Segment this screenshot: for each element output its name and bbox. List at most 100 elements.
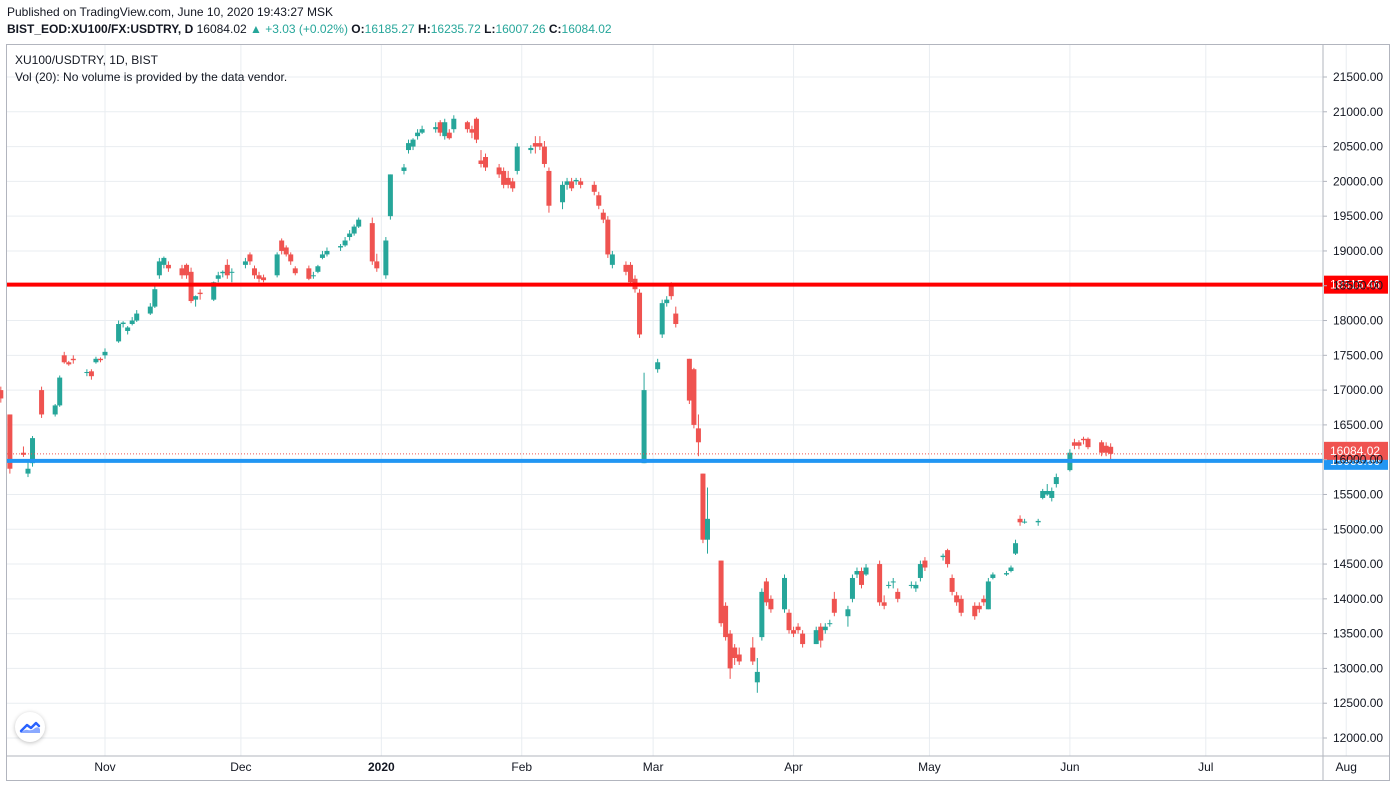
candle-body bbox=[251, 268, 257, 276]
candle bbox=[609, 250, 615, 269]
candle bbox=[496, 163, 502, 178]
candle-body bbox=[1003, 573, 1009, 575]
candle-body bbox=[383, 240, 389, 276]
candle-body bbox=[292, 268, 298, 274]
tradingview-logo[interactable] bbox=[15, 712, 45, 742]
candle bbox=[532, 136, 538, 154]
last-price-label-bg bbox=[1324, 441, 1388, 460]
chart-frame[interactable] bbox=[6, 44, 1390, 781]
candle-body bbox=[347, 233, 353, 238]
candle-body bbox=[306, 268, 312, 279]
candle-body bbox=[1049, 490, 1055, 498]
candle bbox=[732, 644, 738, 665]
candle bbox=[310, 271, 316, 279]
candle bbox=[383, 237, 389, 279]
price-tick-label: 14500.00 bbox=[1333, 557, 1383, 571]
candle bbox=[908, 581, 914, 589]
candle-body bbox=[1008, 567, 1014, 572]
candle-body bbox=[165, 264, 171, 269]
candle-body bbox=[433, 127, 439, 130]
candle-body bbox=[949, 577, 955, 592]
candle bbox=[319, 250, 325, 260]
candle bbox=[510, 177, 516, 192]
candle-body bbox=[1017, 518, 1023, 523]
candle-body bbox=[768, 598, 774, 610]
price-tick-label: 21000.00 bbox=[1333, 105, 1383, 119]
candle-body bbox=[211, 282, 217, 300]
candle-body bbox=[750, 647, 756, 662]
candle bbox=[256, 271, 262, 283]
candle bbox=[845, 605, 851, 627]
candle bbox=[704, 487, 710, 554]
candle-body bbox=[1040, 490, 1046, 498]
candle bbox=[93, 356, 99, 364]
candle bbox=[387, 174, 393, 220]
candle bbox=[129, 317, 135, 326]
candle-body bbox=[813, 630, 819, 645]
candle bbox=[324, 247, 330, 257]
time-tick-label: Apr bbox=[784, 760, 803, 774]
candle bbox=[800, 630, 806, 648]
symbol-ohlc-line: BIST_EOD:XU100/FX:USDTRY, D 16084.02 ▲ +… bbox=[7, 22, 612, 36]
candle-body bbox=[573, 179, 579, 182]
candle-body bbox=[1085, 438, 1091, 448]
price-tick-label: 18000.00 bbox=[1333, 314, 1383, 328]
candle bbox=[1044, 484, 1050, 496]
candle-body bbox=[1035, 520, 1041, 523]
candle-body bbox=[541, 146, 547, 164]
candle bbox=[401, 163, 407, 175]
candle-body bbox=[161, 257, 167, 265]
price-axis: 12000.00 12500.00 13000.00 13500.00 14000.00… bbox=[1322, 45, 1383, 780]
candle-body bbox=[922, 560, 928, 568]
candle-body bbox=[97, 358, 103, 361]
candle bbox=[537, 136, 543, 151]
candle-body bbox=[791, 630, 797, 634]
candle bbox=[541, 141, 547, 168]
candle-body bbox=[315, 266, 321, 272]
candle-body bbox=[881, 602, 887, 606]
candle-body bbox=[93, 358, 99, 363]
time-tick-label: Mar bbox=[643, 760, 664, 774]
candle bbox=[342, 237, 348, 247]
candle bbox=[473, 117, 479, 144]
candle bbox=[374, 253, 380, 272]
candle-body bbox=[981, 598, 987, 603]
candle-body bbox=[945, 550, 951, 565]
candle bbox=[727, 630, 733, 679]
candle-body bbox=[637, 292, 643, 335]
price-tick-label: 19000.00 bbox=[1333, 244, 1383, 258]
candle-body bbox=[859, 571, 865, 585]
candle-body bbox=[197, 292, 203, 295]
low-value: 16007.26 bbox=[495, 22, 546, 36]
candle bbox=[39, 386, 45, 418]
symbol-name[interactable]: BIST_EOD:XU100/FX:USDTRY, D bbox=[7, 22, 194, 36]
candle bbox=[283, 245, 289, 257]
candle-body bbox=[623, 264, 629, 272]
price-tick-label: 12500.00 bbox=[1333, 696, 1383, 710]
low-label: L: bbox=[484, 22, 496, 36]
candle bbox=[102, 348, 108, 359]
candle bbox=[695, 414, 701, 457]
candle-body bbox=[895, 591, 901, 599]
candle-body bbox=[990, 574, 996, 578]
candle bbox=[451, 115, 457, 133]
candle bbox=[1003, 571, 1009, 576]
candle bbox=[782, 574, 787, 613]
candle-body bbox=[1071, 442, 1077, 446]
candle-body bbox=[560, 184, 566, 203]
candle-body bbox=[591, 184, 597, 192]
candle bbox=[1071, 438, 1077, 450]
candle bbox=[913, 581, 919, 592]
candle-body bbox=[917, 564, 923, 578]
candle-body bbox=[66, 362, 72, 365]
price-tick-label: 15000.00 bbox=[1333, 522, 1383, 536]
candle-body bbox=[464, 122, 470, 130]
candle-body bbox=[274, 254, 280, 276]
candle-body bbox=[854, 571, 860, 575]
candle bbox=[338, 243, 344, 251]
candle bbox=[161, 256, 167, 269]
candle bbox=[242, 257, 248, 269]
candle bbox=[66, 360, 72, 366]
candle-body bbox=[446, 132, 452, 139]
